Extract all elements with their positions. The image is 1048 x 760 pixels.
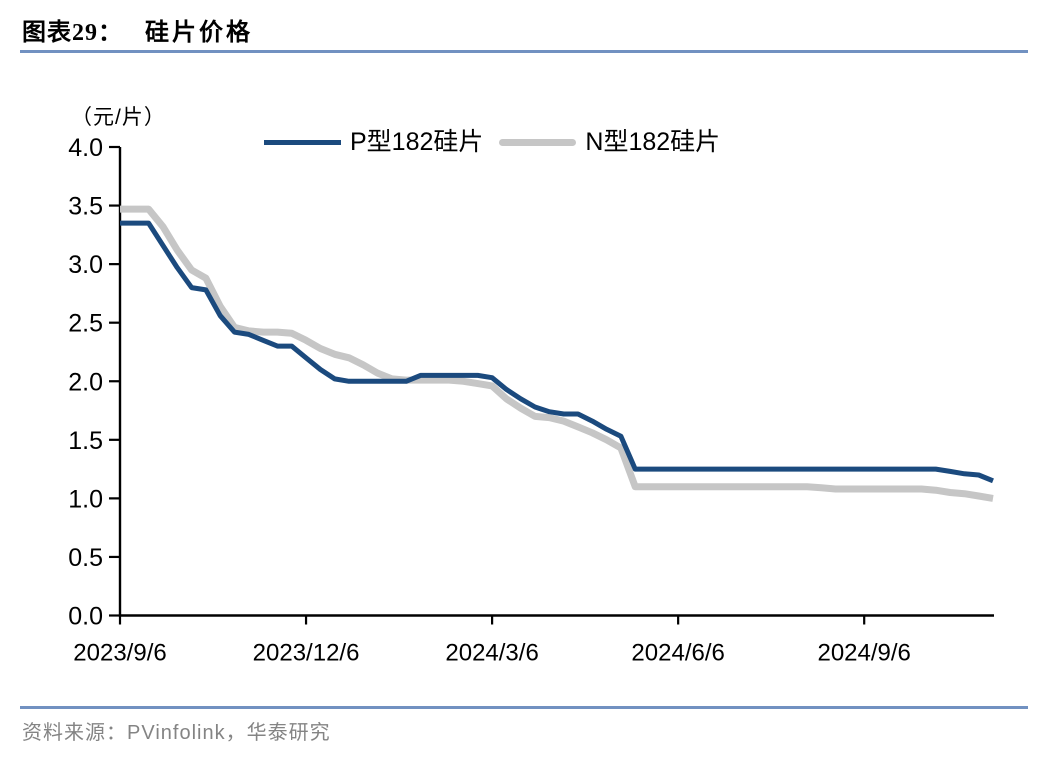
y-tick-label: 4.0 [68, 134, 103, 162]
y-tick-label: 0.5 [68, 544, 103, 572]
y-tick-label: 2.0 [68, 368, 103, 396]
x-tick-label: 2023/12/6 [253, 640, 360, 667]
legend: P型182硅片 N型182硅片 [264, 130, 720, 155]
footer-rule [20, 706, 1028, 709]
title-underline [20, 50, 1028, 53]
y-tick-label: 0.0 [68, 603, 103, 631]
source-note: 资料来源：PVinfolink，华泰研究 [22, 722, 331, 744]
legend-item-n-type: N型182硅片 [499, 130, 720, 155]
y-tick-label: 2.5 [68, 310, 103, 338]
p-type-legend-label: P型182硅片 [350, 128, 484, 156]
y-tick-label: 3.0 [68, 251, 103, 279]
legend-item-p-type: P型182硅片 [264, 130, 483, 155]
figure-label: 图表29： [22, 20, 123, 46]
y-tick-label: 1.0 [68, 485, 103, 513]
figure-title: 硅片价格 [145, 20, 253, 46]
y-tick-label: 3.5 [68, 193, 103, 221]
y-axis-unit-label: （元/片） [71, 106, 166, 129]
x-tick-label: 2024/6/6 [631, 640, 724, 667]
x-tick-label: 2023/9/6 [73, 640, 166, 667]
y-tick-label: 1.5 [68, 427, 103, 455]
n-type-legend-line [499, 139, 577, 146]
p-type-series-line [120, 220, 994, 484]
x-tick-label: 2024/9/6 [817, 640, 910, 667]
figure-title-row: 图表29： 硅片价格 [22, 12, 253, 47]
p-type-legend-line [264, 140, 341, 145]
x-tick-label: 2024/3/6 [445, 640, 538, 667]
n-type-series-line [120, 205, 994, 502]
n-type-legend-label: N型182硅片 [585, 128, 721, 156]
